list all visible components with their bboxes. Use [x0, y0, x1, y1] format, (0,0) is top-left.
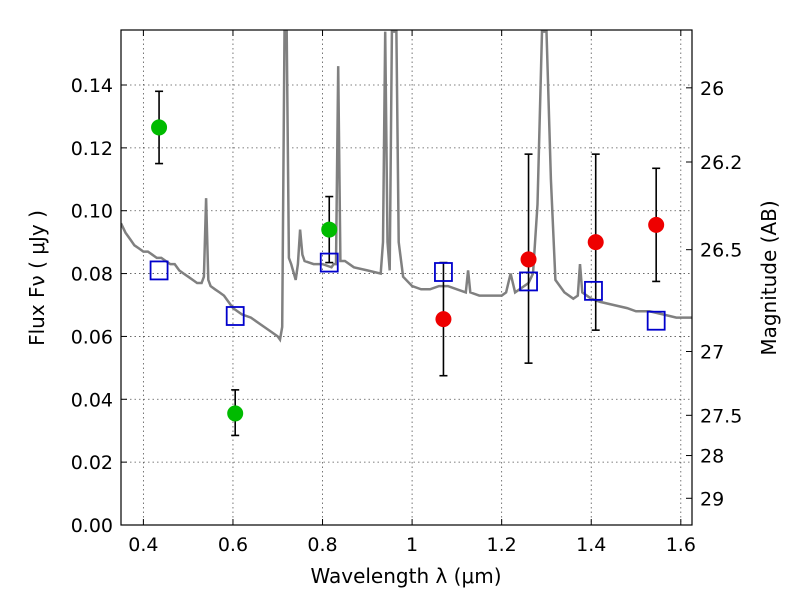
y-tick-label: 0.06	[71, 326, 113, 348]
y2-tick-label: 27.5	[700, 405, 742, 427]
y2-tick-label: 26	[700, 78, 724, 100]
x-tick-label: 0.6	[218, 534, 248, 556]
x-axis: 0.4 0.6 0.8 1 1.2 1.4 1.6	[128, 30, 696, 556]
y-tick-label: 0.04	[71, 389, 113, 411]
y2-axis: 26 26.2 26.5 27 27.5 28 29	[686, 78, 742, 510]
y-tick-label: 0.02	[71, 452, 113, 474]
data-point	[151, 119, 168, 136]
plot-background	[121, 30, 692, 525]
gridlines	[121, 30, 692, 526]
y-tick-label: 0.14	[71, 75, 113, 97]
data-point	[587, 234, 604, 251]
x-tick-label: 1.6	[666, 534, 696, 556]
y-tick-label: 0.10	[71, 201, 113, 223]
model-spectrum	[121, 30, 692, 343]
y2-tick-label: 28	[700, 446, 724, 468]
y-tick-label: 0.08	[71, 264, 113, 286]
data-point-square	[319, 252, 339, 273]
x-tick-label: 1.2	[487, 534, 517, 556]
x-tick-label: 1.4	[576, 534, 606, 556]
x-tick-label: 0.8	[307, 534, 337, 556]
x-tick-label: 0.4	[128, 534, 158, 556]
data-point-square	[149, 260, 169, 281]
y2-tick-label: 29	[700, 488, 724, 510]
data-markers	[149, 119, 666, 422]
data-point-square	[519, 271, 538, 292]
y-axis-label: Flux Fν ( μJy )	[25, 210, 49, 346]
y-tick-label: 0.12	[71, 138, 113, 160]
model-spectrum-line	[121, 30, 692, 343]
y2-tick-label: 26.2	[700, 152, 742, 174]
x-axis-label: Wavelength λ (μm)	[310, 564, 501, 588]
data-point-square	[225, 306, 245, 326]
data-point	[435, 311, 452, 328]
plot-frame	[120, 29, 693, 526]
x-tick-label: 1	[406, 534, 418, 556]
data-point	[321, 221, 338, 238]
data-point	[520, 251, 537, 268]
data-point-square	[584, 280, 603, 301]
y2-tick-label: 27	[700, 342, 724, 364]
y2-axis-label: Magnitude (AB)	[757, 200, 781, 355]
data-point-square	[646, 310, 666, 331]
y2-tick-label: 26.5	[700, 240, 742, 262]
y-tick-label: 0.00	[71, 515, 113, 537]
data-point	[227, 405, 244, 422]
data-point	[648, 216, 665, 233]
y-axis: 0.00 0.02 0.04 0.06 0.08 0.10 0.12 0.14	[71, 75, 127, 537]
data-point-square	[434, 262, 453, 282]
